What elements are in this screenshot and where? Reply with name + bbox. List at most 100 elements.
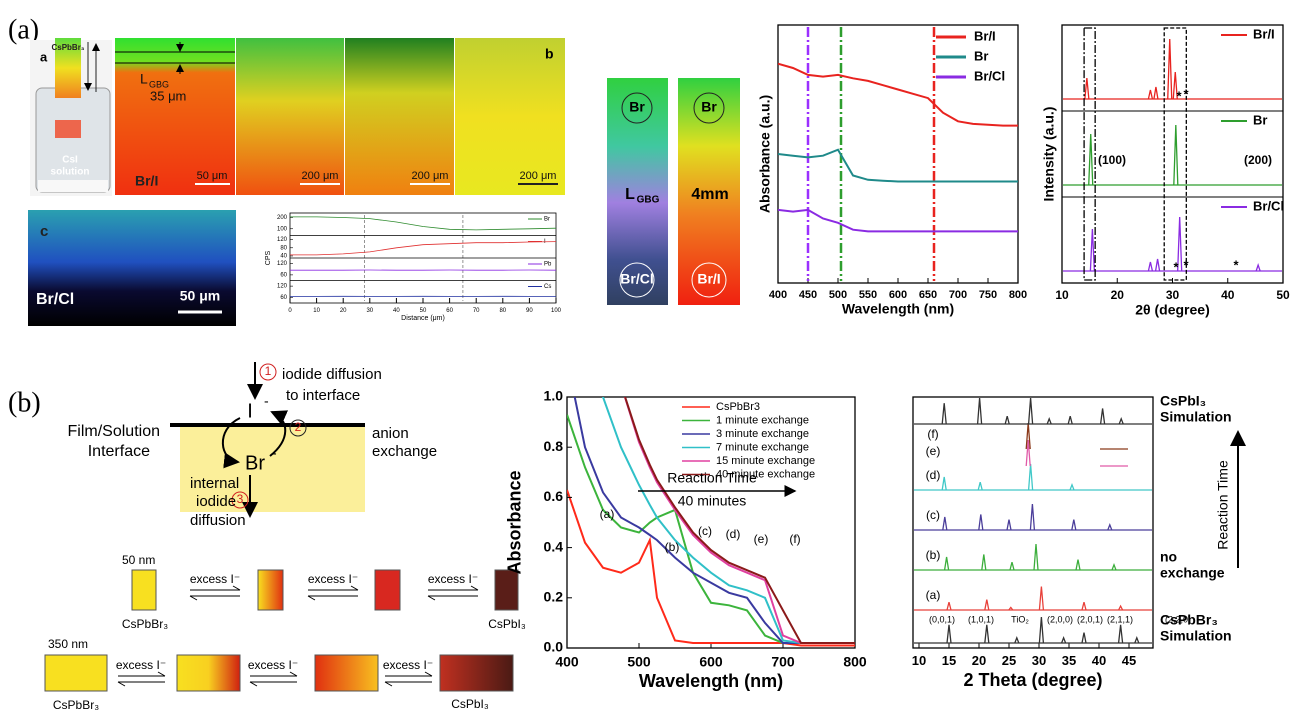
peak: [1027, 463, 1034, 491]
circle: [621, 92, 653, 124]
arrow-label: excess I⁻: [190, 572, 240, 586]
side-label: Simulation: [1160, 409, 1232, 425]
curve-label: (e): [754, 532, 769, 546]
plot-frame: [912, 396, 1154, 649]
arrow-label: Reaction Time: [667, 470, 757, 486]
ion-label: Br: [245, 452, 265, 474]
x-tick-label: 90: [526, 308, 533, 314]
x-tick-label: 600: [889, 289, 907, 301]
film-thickness: 350 nm: [48, 637, 88, 651]
peak: [1177, 216, 1183, 272]
y-axis-label: Absorbance (a.u.): [757, 95, 773, 213]
side-label: CsPbI₃: [1160, 393, 1206, 409]
circle: [619, 262, 655, 298]
series-line: [567, 489, 855, 647]
curve-label: (b): [665, 540, 680, 554]
x-tick-label: 40: [1221, 288, 1235, 302]
y-tick-label: 0.8: [544, 438, 564, 454]
peak: [941, 403, 947, 425]
circle: [693, 92, 725, 124]
y-tick-label: 0.4: [544, 538, 564, 554]
peak: [1147, 261, 1154, 272]
x-axis-label: 2θ (degree): [1135, 302, 1209, 318]
side-label: exchange: [1160, 565, 1225, 581]
peak-label: (0,0,1): [929, 614, 955, 624]
lgbg-label: GBG: [637, 195, 660, 206]
x-tick-label: 10: [912, 653, 926, 668]
peak: [1117, 624, 1124, 644]
peak-annotation: *: [1183, 86, 1189, 101]
peak: [1167, 38, 1173, 100]
film-label: CsPbBr₃: [51, 43, 84, 52]
compound-label: CsPbBr₃: [122, 617, 168, 631]
step-text: iodide: [196, 493, 236, 510]
exchange-diagram: [44, 362, 519, 692]
arrow-label: 40 minutes: [678, 493, 746, 509]
peak: [1071, 519, 1077, 531]
series-line: [778, 148, 1018, 183]
peak-annotation: *: [1173, 259, 1179, 274]
peak: [1134, 635, 1140, 644]
sample-label: Br/I: [135, 173, 158, 189]
side-label: no: [1160, 549, 1177, 565]
y-tick-label: 80: [280, 245, 287, 251]
y-axis-label: Intensity (a.u.): [1041, 107, 1057, 202]
trace-label: (a): [926, 588, 941, 602]
peak: [1147, 89, 1154, 100]
peak: [943, 556, 950, 571]
gradient-bar: [678, 78, 740, 305]
peak: [1111, 562, 1117, 571]
y-tick-label: 0.6: [544, 488, 564, 504]
x-tick-label: 700: [949, 289, 967, 301]
peak-label: (1,0,1): [968, 614, 994, 624]
step-number: 1: [265, 364, 272, 378]
legend-label: Pb: [544, 262, 552, 268]
arrow-label: excess I⁻: [428, 572, 478, 586]
x-tick-label: 650: [919, 289, 937, 301]
sample-label: Br/Cl: [36, 291, 74, 308]
sub-label: a: [40, 49, 48, 64]
compound-label: CsPbBr₃: [53, 698, 99, 712]
trace-label: (e): [926, 444, 941, 458]
x-tick-label: 40: [1092, 653, 1106, 668]
x-tick-label: 500: [829, 289, 847, 301]
ion-label: Br: [701, 99, 717, 115]
series-line: [778, 62, 1018, 127]
peak: [942, 516, 948, 531]
trace-label: (d): [926, 468, 941, 482]
x-tick-label: 50: [420, 308, 427, 314]
x-tick-label: 20: [340, 308, 347, 314]
peak: [1081, 632, 1087, 644]
panel-label: (b): [8, 387, 41, 418]
y-tick-label: 40: [280, 254, 287, 260]
step-text: exchange: [372, 443, 437, 460]
peak: [976, 397, 983, 425]
scale-bar-label: 200 μm: [302, 170, 339, 182]
y-tick-label: 120: [277, 261, 288, 267]
compound-label: CsPbI₃: [488, 617, 526, 631]
peak: [1004, 416, 1010, 425]
legend-label: Br/Cl: [1253, 198, 1284, 213]
step-number: 3: [237, 492, 244, 506]
peak-annotation: (100): [1098, 153, 1126, 167]
peak: [1009, 562, 1015, 571]
step-text: iodide diffusion: [282, 366, 382, 383]
peak: [1153, 86, 1159, 100]
scale-bar-label: 200 μm: [520, 170, 557, 182]
series-line: [778, 208, 1018, 233]
peak: [1088, 133, 1094, 186]
charge: -: [264, 393, 269, 409]
beaker-photo: [30, 38, 112, 196]
peak: [1027, 397, 1034, 425]
peak-annotation: *: [1183, 257, 1189, 272]
x-tick-label: 35: [1062, 653, 1076, 668]
step-number: 2: [295, 420, 302, 434]
peak: [984, 599, 990, 611]
peak: [1172, 71, 1178, 100]
legend-label: Br/I: [1253, 26, 1275, 41]
film-thickness: 50 nm: [122, 553, 155, 567]
x-tick-label: 40: [393, 308, 400, 314]
peak: [1046, 416, 1052, 425]
peak-label: (2,0,0): [1047, 614, 1073, 624]
side-label: CsPbBr₃: [1160, 612, 1218, 628]
